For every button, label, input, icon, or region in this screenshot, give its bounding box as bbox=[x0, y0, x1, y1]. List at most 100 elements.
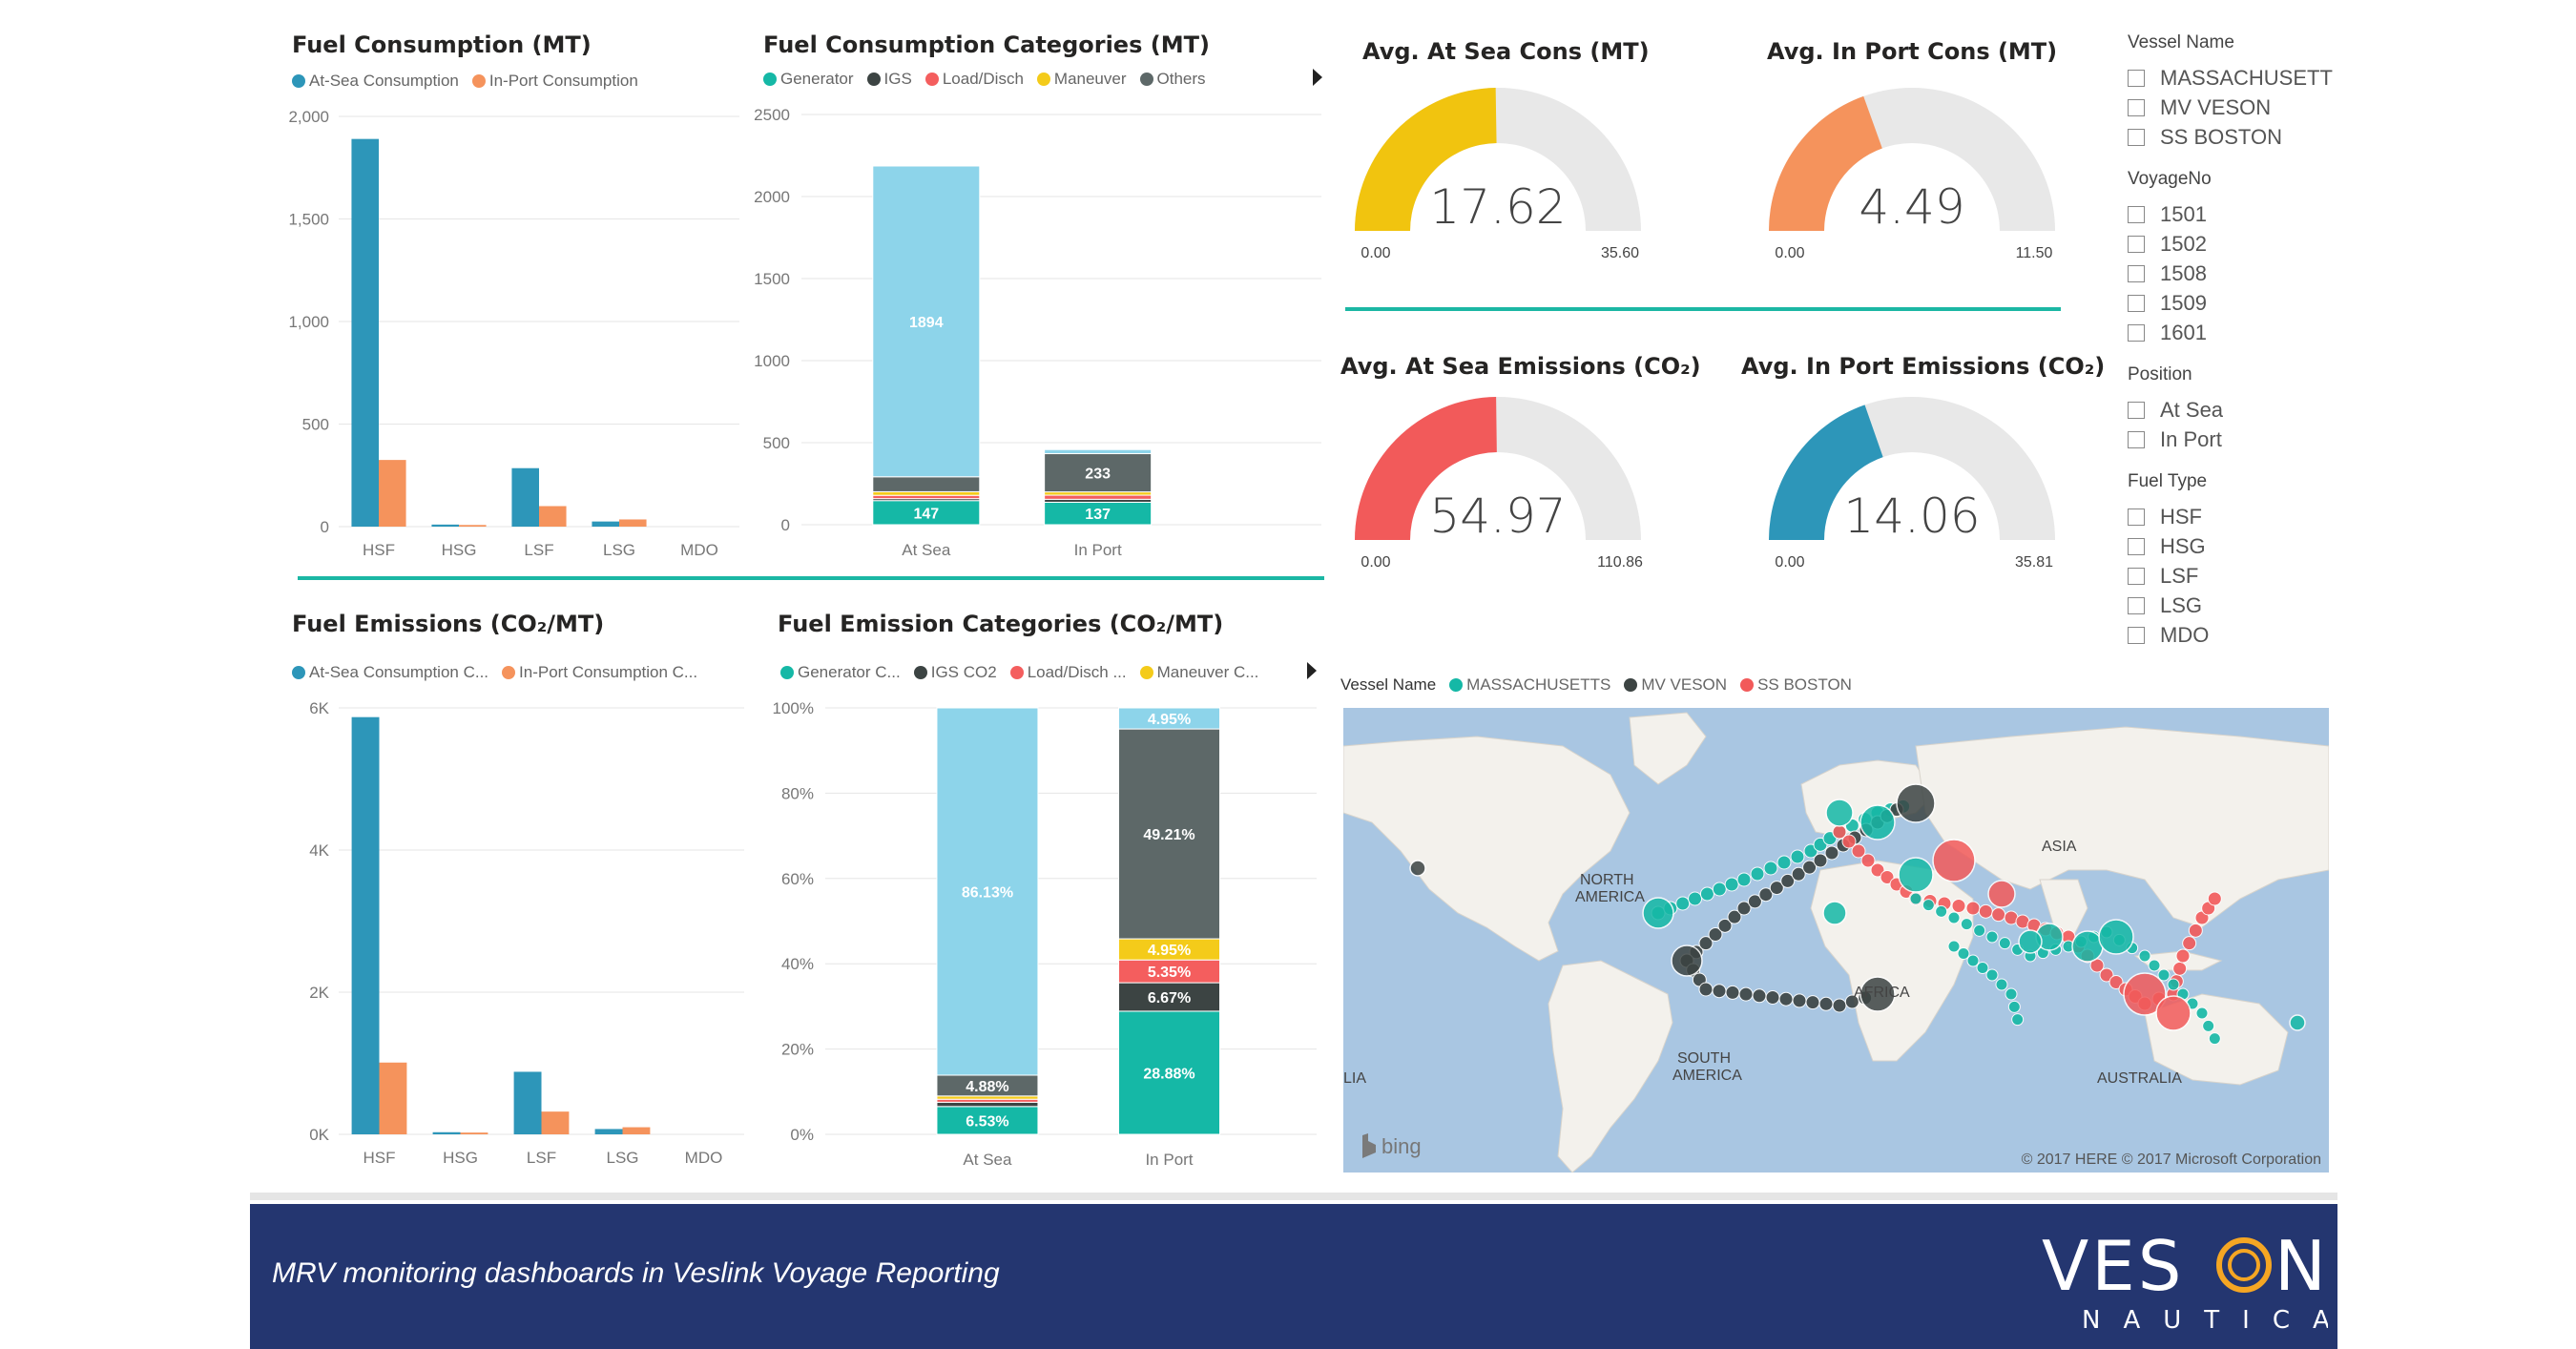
brand-sub: NAUTICAL bbox=[2082, 1306, 2328, 1334]
route-dot bbox=[1991, 907, 2006, 923]
chevron-right-icon[interactable] bbox=[1313, 69, 1322, 86]
y-tick-label: 2000 bbox=[754, 188, 790, 206]
legend-item-in-port[interactable]: In-Port Consumption bbox=[471, 72, 638, 91]
checkbox-icon[interactable] bbox=[2128, 567, 2145, 585]
route-dot bbox=[1947, 940, 1961, 953]
y-tick-label: 2K bbox=[309, 984, 329, 1002]
route-dot bbox=[2007, 1000, 2021, 1013]
svg-text:bing: bing bbox=[1381, 1134, 1422, 1158]
slicer-option[interactable]: 1601 bbox=[2128, 318, 2333, 347]
route-dot bbox=[1935, 904, 1948, 918]
checkbox-icon[interactable] bbox=[2128, 128, 2145, 146]
vessel-map[interactable]: NORTH AMERICA SOUTH AMERICA AFRICA ASIA AU… bbox=[1343, 708, 2329, 1173]
legend-item-maneuver[interactable]: Maneuver C... bbox=[1139, 663, 1258, 682]
slicer-option[interactable]: MV VESON bbox=[2128, 93, 2333, 122]
map-label-lia: LIA bbox=[1343, 1070, 1366, 1087]
gauge-fill bbox=[1355, 88, 1497, 231]
checkbox-icon[interactable] bbox=[2128, 508, 2145, 526]
gauge-value: 17.62 bbox=[1429, 179, 1566, 235]
checkbox-icon[interactable] bbox=[2128, 205, 2145, 223]
gauge-title: Avg. At Sea Cons (MT) bbox=[1362, 38, 1650, 65]
data-label: 4.95% bbox=[1148, 943, 1191, 959]
map-labels: NORTH AMERICA SOUTH AMERICA AFRICA ASIA AU… bbox=[1343, 839, 2182, 1087]
gauge-at-sea-emissions: 54.97 0.00 110.86 bbox=[1355, 397, 1643, 571]
slicer-option[interactable]: 1502 bbox=[2128, 229, 2333, 259]
slicer-option[interactable]: SS BOSTON bbox=[2128, 122, 2333, 152]
route-dot bbox=[1985, 930, 1999, 944]
bar bbox=[432, 1131, 461, 1134]
route-dot bbox=[1736, 901, 1752, 916]
slicer-option[interactable]: 1501 bbox=[2128, 199, 2333, 229]
bar bbox=[351, 138, 379, 527]
chevron-right-icon[interactable] bbox=[1307, 662, 1317, 679]
slicer-option[interactable]: LSF bbox=[2128, 561, 2333, 591]
checkbox-icon[interactable] bbox=[2128, 401, 2145, 419]
legend-item-in-port[interactable]: In-Port Consumption C... bbox=[502, 663, 697, 682]
legend-item-igs[interactable]: IGS bbox=[866, 70, 912, 89]
slicer-option[interactable]: MASSACHUSETTS bbox=[2128, 63, 2333, 93]
legend-dot-icon bbox=[1139, 666, 1153, 679]
route-dot bbox=[1780, 873, 1796, 888]
checkbox-icon[interactable] bbox=[2128, 235, 2145, 253]
checkbox-icon[interactable] bbox=[2128, 69, 2145, 87]
map-legend-item[interactable]: MV VESON bbox=[1624, 675, 1727, 695]
route-dot bbox=[1725, 985, 1740, 1000]
fuel-emission-categories-chart: 0% 20% 40% 60% 80% 100% 6.53% 4.88% 86.13% At Sea… bbox=[773, 699, 1317, 1169]
checkbox-icon[interactable] bbox=[2128, 626, 2145, 644]
slicer-option[interactable]: HSF bbox=[2128, 502, 2333, 531]
bar bbox=[592, 521, 619, 527]
legend-item-generator[interactable]: Generator bbox=[763, 70, 854, 89]
slicer-option[interactable]: 1508 bbox=[2128, 259, 2333, 288]
legend-dot-icon bbox=[1036, 73, 1050, 86]
checkbox-icon[interactable] bbox=[2128, 537, 2145, 555]
data-label: 1894 bbox=[909, 315, 944, 331]
checkbox-icon[interactable] bbox=[2128, 323, 2145, 342]
legend-dot-icon bbox=[1449, 678, 1464, 692]
checkbox-icon[interactable] bbox=[2128, 430, 2145, 448]
slicer-option[interactable]: MDO bbox=[2128, 620, 2333, 650]
legend-dot-icon bbox=[780, 666, 794, 679]
legend-item-load-disch[interactable]: Load/Disch ... bbox=[1009, 663, 1127, 682]
route-dot bbox=[1985, 968, 1999, 982]
gauge-min: 0.00 bbox=[1361, 245, 1390, 261]
gauge-fill bbox=[1769, 405, 1883, 540]
x-tick-label: LSF bbox=[524, 541, 553, 559]
legend-item-load-disch[interactable]: Load/Disch bbox=[924, 70, 1024, 89]
stack-segment bbox=[936, 1101, 1039, 1108]
y-tick-label: 100% bbox=[773, 699, 814, 717]
map-legend-item[interactable]: SS BOSTON bbox=[1740, 675, 1852, 695]
legend-item-others[interactable]: Others bbox=[1139, 70, 1206, 89]
y-tick-label: 4K bbox=[309, 841, 329, 860]
map-legend-item[interactable]: MASSACHUSETTS bbox=[1449, 675, 1610, 695]
checkbox-icon[interactable] bbox=[2128, 294, 2145, 312]
checkbox-icon[interactable] bbox=[2128, 98, 2145, 116]
slicer-option[interactable]: In Port bbox=[2128, 425, 2333, 454]
gauge-title: Avg. At Sea Emissions (CO₂) bbox=[1340, 353, 1701, 380]
bar bbox=[622, 1127, 651, 1134]
checkbox-icon[interactable] bbox=[2128, 596, 2145, 614]
slicer-option[interactable]: At Sea bbox=[2128, 395, 2333, 425]
map-copyright: © 2017 HERE © 2017 Microsoft Corporation bbox=[2022, 1152, 2321, 1168]
slicer-position-label: Position bbox=[2128, 364, 2192, 384]
map-canvas[interactable]: NORTH AMERICA SOUTH AMERICA AFRICA ASIA AU… bbox=[1343, 708, 2329, 1173]
data-label: 4.88% bbox=[966, 1079, 1008, 1095]
legend-item-generator[interactable]: Generator C... bbox=[780, 663, 901, 682]
route-dot bbox=[2195, 1007, 2209, 1020]
route-dot bbox=[1909, 892, 1922, 905]
route-dot bbox=[2011, 1013, 2025, 1027]
slicer-option[interactable]: LSG bbox=[2128, 591, 2333, 620]
slicer-option[interactable]: 1509 bbox=[2128, 288, 2333, 318]
route-dot bbox=[1736, 872, 1752, 887]
fuel-emissions-legend: At-Sea Consumption C... In-Port Consumpt… bbox=[292, 663, 711, 682]
legend-item-maneuver[interactable]: Maneuver bbox=[1036, 70, 1127, 89]
legend-item-igs[interactable]: IGS CO2 bbox=[913, 663, 997, 682]
route-dot-large bbox=[2123, 972, 2167, 1016]
legend-dot-icon bbox=[866, 73, 881, 86]
data-label: 4.95% bbox=[1148, 712, 1191, 728]
map-label-asia: ASIA bbox=[2042, 839, 2077, 855]
checkbox-icon[interactable] bbox=[2128, 264, 2145, 282]
legend-item-at-sea[interactable]: At-Sea Consumption C... bbox=[292, 663, 488, 682]
legend-item-at-sea[interactable]: At-Sea Consumption bbox=[292, 72, 459, 91]
slicer-option[interactable]: HSG bbox=[2128, 531, 2333, 561]
veson-logo: VES N NAUTICAL bbox=[2042, 1226, 2366, 1335]
